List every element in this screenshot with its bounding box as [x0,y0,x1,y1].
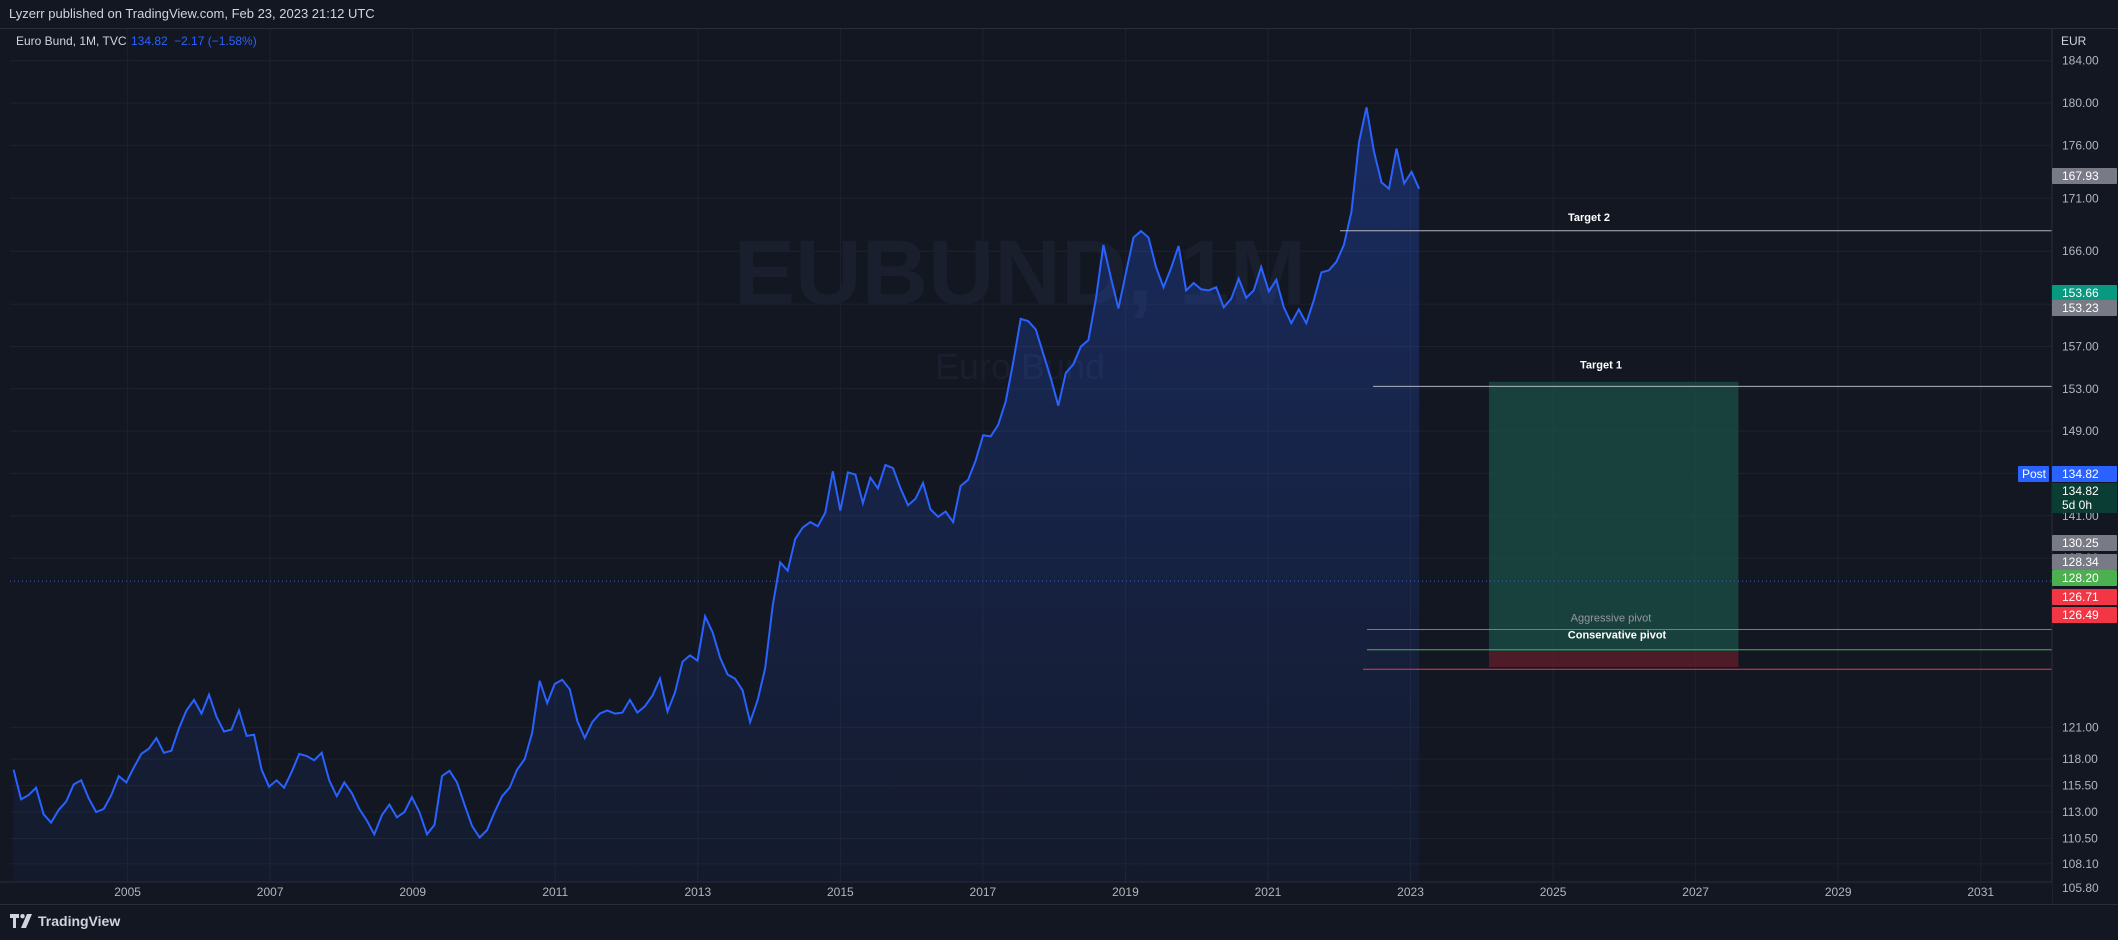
time-tick-label: 2011 [542,885,568,899]
price-tag-label: 130.25 [2062,536,2099,550]
price-tick-label: 153.00 [2062,382,2099,396]
price-tag-bg [2052,607,2117,623]
time-tick-label: 2017 [970,885,997,899]
footer-brand: TradingView [38,913,121,929]
price-tag-bg [2052,466,2117,482]
price-tick-label: 176.00 [2062,138,2099,152]
countdown-price: 134.82 [2062,484,2099,498]
time-tick-label: 2025 [1540,885,1567,899]
level-label: Target 2 [1568,212,1610,224]
legend-price: 134.82 [131,34,168,48]
price-tag-label: 128.34 [2062,555,2099,569]
price-tag-label: 134.82 [2062,467,2099,481]
time-tick-label: 2023 [1397,885,1424,899]
price-tick-label: 184.00 [2062,54,2099,68]
price-tick-label: 166.00 [2062,244,2099,258]
post-tag-label: Post [2022,467,2047,481]
price-tick-label: 113.00 [2062,805,2098,819]
tradingview-logo-icon [10,914,32,928]
price-tick-label: 121.00 [2062,720,2099,734]
price-tick-label: 157.00 [2062,339,2099,353]
price-tag-bg [2052,570,2117,586]
time-tick-label: 2027 [1682,885,1709,899]
price-tag-label: 153.66 [2062,286,2099,300]
level-label: Conservative pivot [1568,630,1667,642]
time-tick-label: 2029 [1825,885,1852,899]
stop-zone[interactable] [1488,651,1739,667]
price-tick-label: 115.50 [2062,779,2098,793]
price-tick-label: 108.10 [2062,857,2099,871]
price-series[interactable] [10,107,2052,903]
published-text: Lyzerr published on TradingView.com, Feb… [9,6,375,21]
tradingview-logo[interactable]: TradingView [10,913,120,929]
price-tag-bg [2052,589,2117,605]
price-tag-label: 126.49 [2062,608,2099,622]
price-tick-label: 118.00 [2062,752,2098,766]
price-tag-label: 126.71 [2062,590,2099,604]
level-label: Target 1 [1580,359,1622,371]
price-tag-bg [2052,285,2117,301]
chart-legend[interactable]: Euro Bund, 1M, TVC 134.82 −2.17 (−1.58%) [16,34,257,48]
time-tick-label: 2009 [399,885,426,899]
time-tick-label: 2007 [257,885,284,899]
price-tag-label: 128.20 [2062,571,2099,585]
price-tick-label: 171.00 [2062,191,2099,205]
price-area [13,107,1420,903]
price-tag-bg [2052,300,2117,316]
published-header: Lyzerr published on TradingView.com, Feb… [0,0,2118,29]
price-tick-label: 110.50 [2062,832,2098,846]
time-axis[interactable]: 2005 2007 2009 2011 2013 2015 2017 2019 2021 2023… [0,881,2052,903]
time-tick-label: 2005 [114,885,141,899]
countdown-bg [2052,483,2117,513]
price-tag-bg [2052,535,2117,551]
level-lines[interactable]: Target 2 Target 1 Aggressive pivot Conserva… [1340,212,2052,670]
time-tick-label: 2015 [827,885,854,899]
currency-label: EUR [2061,34,2087,48]
price-tag-label: 153.23 [2062,301,2099,315]
price-tick-label: 149.00 [2062,424,2099,438]
profit-zone[interactable] [1488,381,1739,652]
countdown-time: 5d 0h [2062,498,2092,512]
time-axis-bg [0,882,2052,903]
time-tick-label: 2019 [1112,885,1139,899]
price-tag-label: 167.93 [2062,169,2099,183]
post-tag-bg [2018,466,2049,482]
legend-symbol: Euro Bund, 1M, TVC [16,34,127,48]
time-tick-label: 2013 [684,885,711,899]
footer-bar: TradingView [0,904,2118,940]
price-tick-label: 105.80 [2062,881,2099,895]
time-tick-label: 2021 [1255,885,1282,899]
price-tag-bg [2052,554,2117,570]
legend-change: −2.17 (−1.58%) [174,34,257,48]
price-tag-bg [2052,168,2117,184]
position-zones[interactable] [1488,381,1739,667]
level-label: Aggressive pivot [1571,613,1652,625]
time-tick-label: 2031 [1967,885,1994,899]
price-line[interactable] [12,107,1421,840]
price-tick-label: 180.00 [2062,96,2099,110]
